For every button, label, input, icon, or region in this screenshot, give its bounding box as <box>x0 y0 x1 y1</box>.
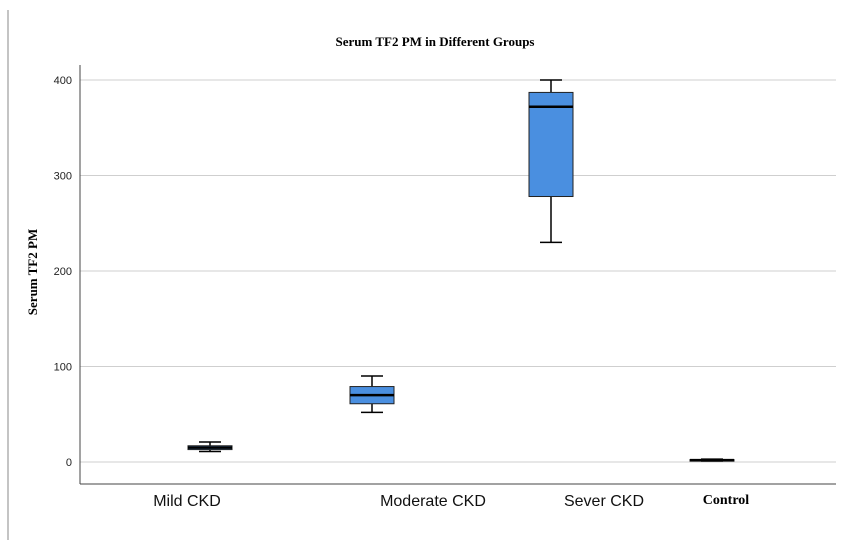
box-iqr <box>528 91 574 198</box>
box-control <box>689 458 735 462</box>
x-tick-label: Mild CKD <box>153 493 221 510</box>
y-tick-label: 0 <box>66 457 72 469</box>
y-tick-label: 200 <box>54 266 72 278</box>
grid <box>80 79 836 463</box>
x-tick-label: Sever CKD <box>564 493 644 510</box>
y-tick-label: 100 <box>54 362 72 374</box>
boxes <box>187 79 735 462</box>
box-sever-ckd <box>528 79 574 244</box>
x-tick-label: Moderate CKD <box>380 493 486 510</box>
box-mild-ckd <box>187 441 233 453</box>
x-tick-labels: Mild CKD Moderate CKD Sever CKD Control <box>153 493 749 510</box>
y-tick-label: 300 <box>54 171 72 183</box>
box-moderate-ckd <box>349 375 395 414</box>
x-tick-label: Control <box>703 493 750 508</box>
chart-title: Serum TF2 PM in Different Groups <box>336 34 535 49</box>
y-axis-label: Serum TF2 PM <box>25 229 40 315</box>
y-tick-labels: 0 100 200 300 400 <box>54 75 72 469</box>
y-tick-label: 400 <box>54 75 72 87</box>
